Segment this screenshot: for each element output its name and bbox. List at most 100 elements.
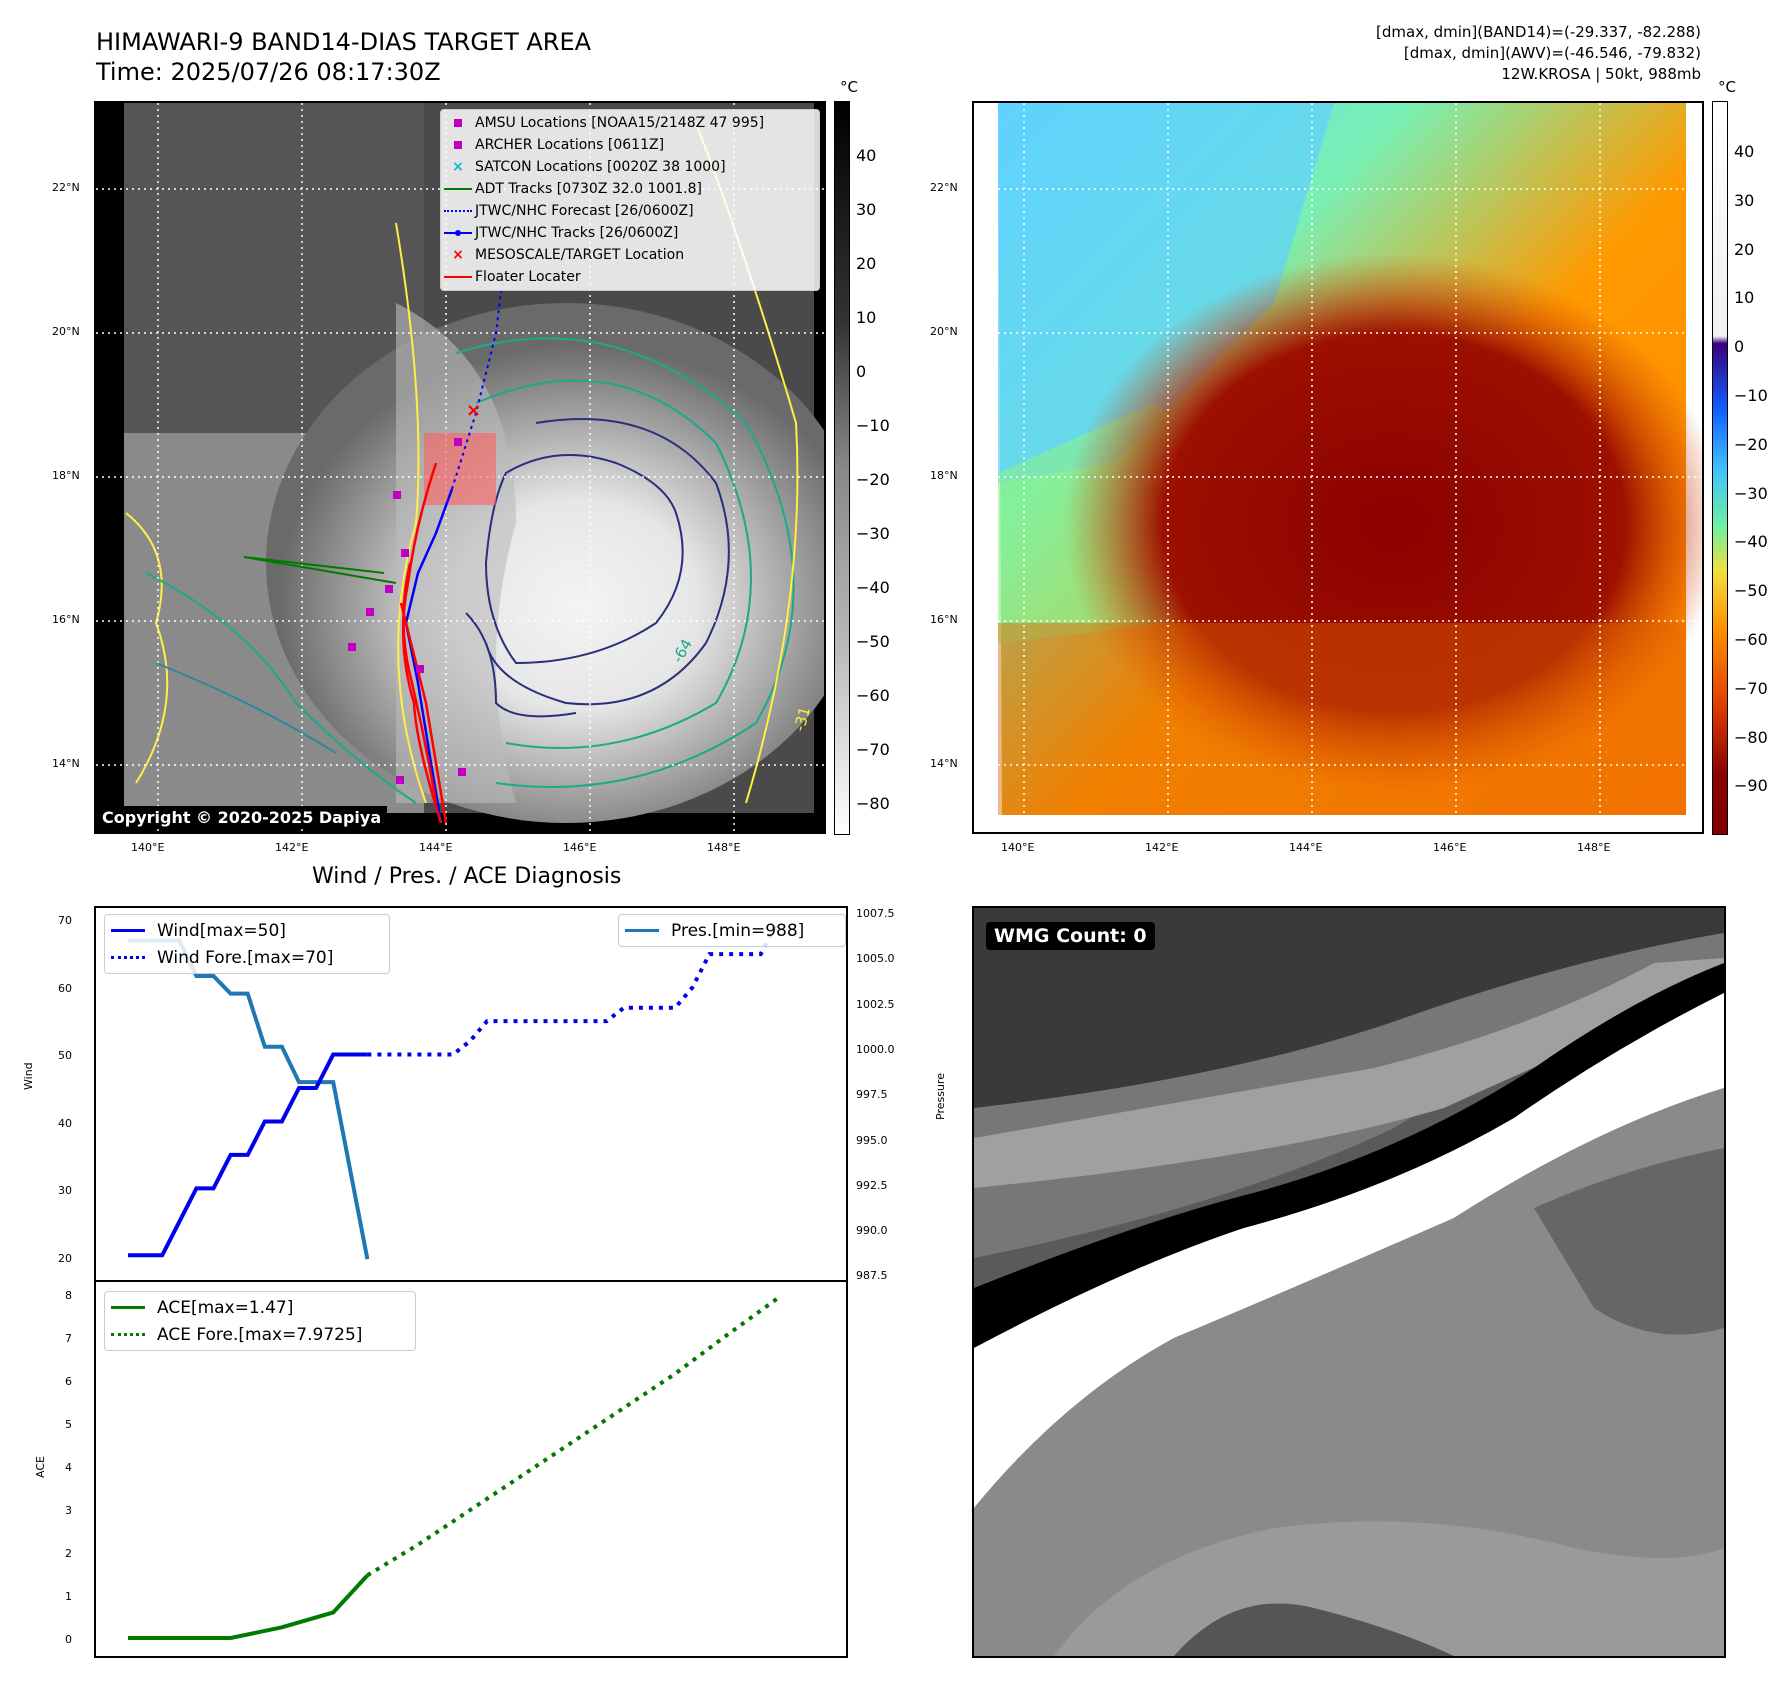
lat-label: 14°N bbox=[52, 757, 80, 770]
svg-text:×: × bbox=[466, 400, 481, 421]
legend-adt: ADT Tracks [0730Z 32.0 1001.8] bbox=[441, 178, 819, 200]
axis-tick-label: −30 bbox=[1734, 483, 1768, 503]
axis-tick-label: −70 bbox=[1734, 678, 1768, 698]
copyright-label: Copyright © 2020-2025 Dapiya bbox=[96, 806, 388, 829]
legend-wind: Wind[max=50] bbox=[111, 917, 383, 944]
axis-tick-label: −50 bbox=[856, 632, 890, 651]
wind-pres-panel bbox=[94, 906, 848, 1282]
awv-map-panel bbox=[972, 101, 1704, 834]
axis-tick-label: 20 bbox=[58, 1251, 72, 1265]
axis-tick-label: 40 bbox=[58, 1116, 72, 1130]
pressure-legend: Pres.[min=988] bbox=[618, 914, 846, 947]
legend-archer: ARCHER Locations [0611Z] bbox=[441, 134, 819, 156]
dotted-line-icon bbox=[111, 956, 145, 959]
axis-tick-label: −30 bbox=[856, 524, 890, 543]
colorbar-unit: °C bbox=[1718, 78, 1736, 96]
axis-tick-label: 30 bbox=[1734, 190, 1755, 210]
figure-title-line1: HIMAWARI-9 BAND14-DIAS TARGET AREA bbox=[96, 28, 592, 56]
x-marker-icon: × bbox=[452, 159, 464, 175]
stats-line2: [dmax, dmin](AWV)=(-46.546, -79.832) bbox=[1403, 44, 1701, 62]
wmg-panel: WMG Count: 0 bbox=[972, 906, 1726, 1658]
lat-label: 20°N bbox=[930, 325, 958, 338]
lat-label: 16°N bbox=[52, 613, 80, 626]
square-marker-icon bbox=[441, 141, 475, 149]
axis-tick-label: 995.0 bbox=[856, 1133, 888, 1147]
axis-tick-label: 8 bbox=[65, 1289, 72, 1302]
axis-tick-label: 0 bbox=[1734, 337, 1745, 357]
lon-label: 140°E bbox=[1001, 841, 1035, 854]
legend-ace-fore: ACE Fore.[max=7.9725] bbox=[111, 1321, 409, 1348]
axis-tick-label: 10 bbox=[856, 308, 877, 327]
axis-tick-label: −80 bbox=[1734, 727, 1768, 747]
legend-pres: Pres.[min=988] bbox=[625, 917, 839, 944]
lat-label: 22°N bbox=[930, 181, 958, 194]
ace-forecast-series-line bbox=[366, 1296, 779, 1578]
line-marker-icon bbox=[441, 276, 475, 278]
dotted-line-icon bbox=[111, 1333, 145, 1336]
axis-tick-label: 997.5 bbox=[856, 1088, 888, 1102]
band14-colorbar bbox=[834, 101, 850, 835]
axis-tick-label: −60 bbox=[1734, 630, 1768, 649]
band14-map-panel: × Copyright © 2020-2025 Dapiya AMSU Loca… bbox=[94, 101, 826, 834]
awv-map-image bbox=[974, 103, 1702, 832]
line-marker-icon bbox=[111, 929, 145, 932]
axis-tick-label: 987.5 bbox=[856, 1269, 888, 1283]
axis-tick-label: 60 bbox=[58, 981, 72, 995]
axis-tick-label: −40 bbox=[856, 578, 890, 597]
diag-title: Wind / Pres. / ACE Diagnosis bbox=[312, 864, 622, 889]
axis-tick-label: 990.0 bbox=[856, 1224, 888, 1238]
axis-tick-label: 20 bbox=[1734, 239, 1755, 259]
legend-ace: ACE[max=1.47] bbox=[111, 1294, 409, 1321]
ace-series-line bbox=[128, 1573, 369, 1640]
lon-label: 142°E bbox=[275, 841, 309, 854]
legend-jtwc-tracks: JTWC/NHC Tracks [26/0600Z] bbox=[441, 222, 819, 244]
wind-legend: Wind[max=50] Wind Fore.[max=70] bbox=[104, 914, 390, 974]
lon-label: 148°E bbox=[707, 841, 741, 854]
awv-colorbar bbox=[1712, 101, 1728, 835]
dotted-line-icon bbox=[441, 210, 475, 212]
axis-tick-label: 4 bbox=[65, 1461, 72, 1474]
axis-tick-label: 1 bbox=[65, 1590, 72, 1603]
axis-tick-label: −70 bbox=[856, 740, 890, 759]
axis-tick-label: −20 bbox=[856, 470, 890, 489]
wind-forecast-series-line bbox=[367, 919, 780, 1057]
wmg-image bbox=[974, 908, 1724, 1656]
legend-wind-fore: Wind Fore.[max=70] bbox=[111, 944, 383, 971]
axis-tick-label: 30 bbox=[58, 1184, 72, 1197]
line-marker-icon bbox=[625, 929, 659, 932]
axis-tick-label: 7 bbox=[65, 1332, 72, 1345]
axis-tick-label: 0 bbox=[856, 362, 867, 381]
line-marker-icon bbox=[111, 1306, 145, 1309]
axis-tick-label: 1005.0 bbox=[856, 952, 895, 966]
axis-tick-label: −80 bbox=[856, 794, 890, 813]
wmg-count-badge: WMG Count: 0 bbox=[986, 922, 1155, 950]
axis-tick-label: 10 bbox=[1734, 288, 1755, 308]
ace-legend: ACE[max=1.47] ACE Fore.[max=7.9725] bbox=[104, 1291, 416, 1351]
axis-tick-label: −10 bbox=[856, 416, 890, 435]
axis-tick-label: −20 bbox=[1734, 434, 1768, 454]
axis-tick-label: 50 bbox=[58, 1049, 72, 1062]
lon-label: 144°E bbox=[419, 841, 453, 854]
axis-tick-label: 40 bbox=[856, 146, 877, 165]
lat-label: 18°N bbox=[930, 469, 958, 482]
axis-tick-label: −10 bbox=[1734, 386, 1768, 405]
lat-label: 20°N bbox=[52, 325, 80, 338]
line-dot-icon bbox=[441, 229, 475, 237]
axis-tick-label: −60 bbox=[856, 686, 890, 705]
axis-tick-label: −50 bbox=[1734, 581, 1768, 601]
legend-jtwc-forecast: JTWC/NHC Forecast [26/0600Z] bbox=[441, 200, 819, 222]
lon-label: 144°E bbox=[1289, 841, 1323, 854]
square-marker-icon bbox=[441, 119, 475, 127]
lon-label: 146°E bbox=[563, 841, 597, 854]
axis-tick-label: 2 bbox=[65, 1547, 72, 1560]
figure-title-line2: Time: 2025/07/26 08:17:30Z bbox=[96, 58, 441, 86]
lon-label: 140°E bbox=[131, 841, 165, 854]
axis-tick-label: 40 bbox=[1734, 142, 1755, 161]
stats-line1: [dmax, dmin](BAND14)=(-29.337, -82.288) bbox=[1376, 23, 1701, 41]
legend-floater: Floater Locater bbox=[441, 266, 819, 288]
pressure-series-line bbox=[128, 938, 370, 1260]
axis-tick-label: −90 bbox=[1734, 776, 1768, 796]
axis-tick-label: 1000.0 bbox=[856, 1042, 895, 1056]
legend-mesoscale: × MESOSCALE/TARGET Location bbox=[441, 244, 819, 266]
axis-tick-label: 30 bbox=[856, 200, 877, 219]
